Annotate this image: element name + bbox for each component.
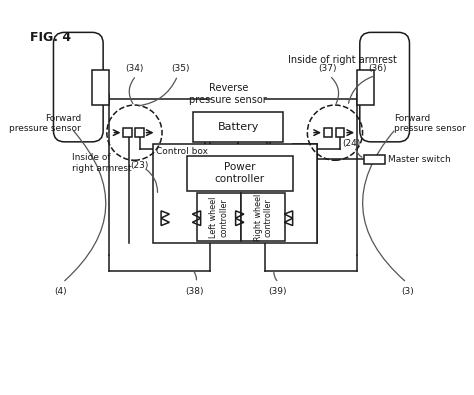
Text: (39): (39) xyxy=(268,287,286,296)
Bar xyxy=(324,128,332,137)
Bar xyxy=(336,128,344,137)
Bar xyxy=(136,128,144,137)
Text: Master switch: Master switch xyxy=(388,155,451,164)
Text: (37): (37) xyxy=(319,64,337,73)
Text: Power
controller: Power controller xyxy=(215,162,265,184)
Text: (35): (35) xyxy=(171,64,190,73)
Text: (34): (34) xyxy=(125,64,144,73)
Bar xyxy=(187,156,292,191)
Bar xyxy=(193,113,283,142)
Text: Inside of
right armrest: Inside of right armrest xyxy=(72,153,131,173)
Text: (23): (23) xyxy=(131,161,149,170)
Bar xyxy=(357,70,374,105)
Text: Reverse
pressure sensor: Reverse pressure sensor xyxy=(190,83,267,105)
Text: (36): (36) xyxy=(368,64,386,73)
Text: (38): (38) xyxy=(185,287,203,296)
FancyBboxPatch shape xyxy=(360,32,410,142)
Text: Right wheel
controller: Right wheel controller xyxy=(254,194,273,241)
Text: Forward
pressure sensor: Forward pressure sensor xyxy=(9,114,81,133)
Bar xyxy=(123,128,132,137)
Text: (4): (4) xyxy=(55,287,67,296)
Bar xyxy=(365,155,384,164)
Text: Left wheel
controller: Left wheel controller xyxy=(210,197,229,238)
Bar xyxy=(197,194,241,241)
Text: (24): (24) xyxy=(342,139,361,148)
Text: Forward
pressure sensor: Forward pressure sensor xyxy=(394,114,465,133)
Text: (3): (3) xyxy=(401,287,414,296)
Text: FIG. 4: FIG. 4 xyxy=(29,32,71,45)
Bar xyxy=(92,70,109,105)
Bar xyxy=(153,144,317,243)
FancyBboxPatch shape xyxy=(54,32,103,142)
Bar xyxy=(241,194,285,241)
Text: Control box: Control box xyxy=(156,147,209,156)
Text: Inside of right armrest: Inside of right armrest xyxy=(288,55,397,65)
Text: Battery: Battery xyxy=(218,122,259,132)
